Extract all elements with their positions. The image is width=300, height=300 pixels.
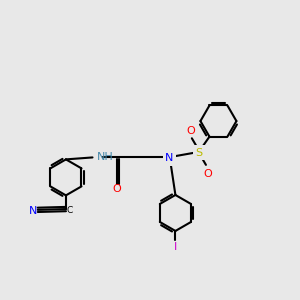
Text: O: O <box>186 126 195 136</box>
Text: C: C <box>67 206 73 215</box>
Text: N: N <box>165 153 174 164</box>
Text: N: N <box>28 206 37 216</box>
Text: S: S <box>195 148 203 158</box>
Text: I: I <box>174 242 177 252</box>
Text: NH: NH <box>97 152 114 162</box>
Text: O: O <box>203 169 212 179</box>
Text: O: O <box>112 184 121 194</box>
